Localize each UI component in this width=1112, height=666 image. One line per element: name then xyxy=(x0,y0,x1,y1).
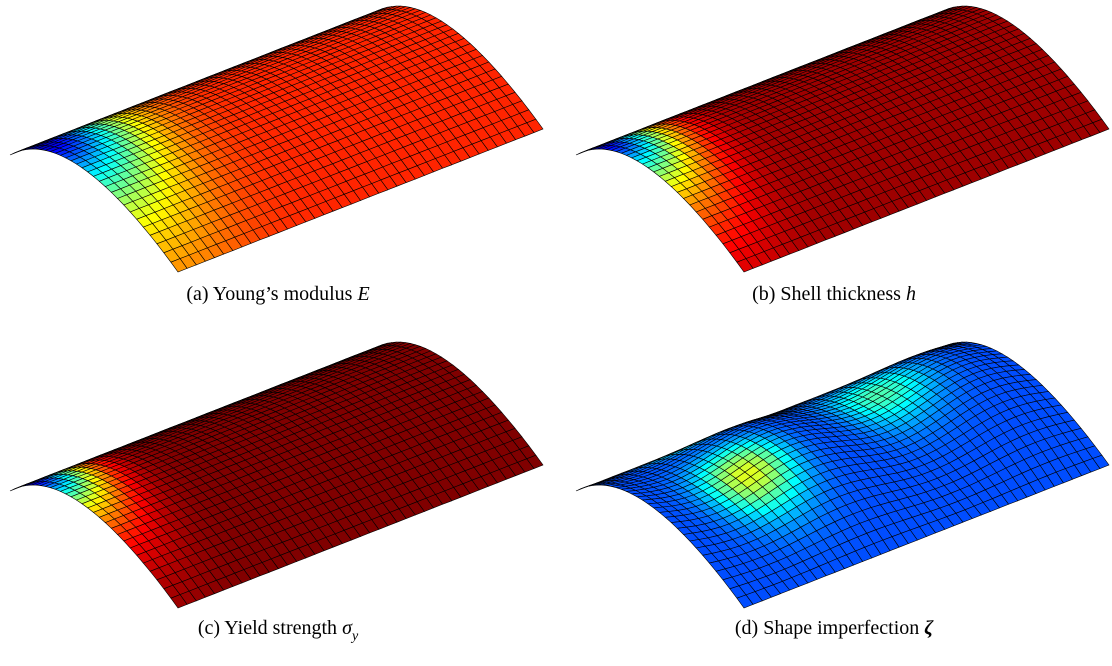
caption-symbol: ζ xyxy=(924,617,934,639)
caption-subscript: y xyxy=(350,629,359,644)
caption-text: Shell thickness xyxy=(780,283,901,305)
mesh-cell xyxy=(736,258,754,273)
caption-label: (c) xyxy=(198,617,220,639)
caption-label: (a) xyxy=(186,283,208,305)
mesh-cell xyxy=(170,258,188,273)
caption: (a) Young’s modulus E xyxy=(186,283,369,305)
caption: (c) Yield strength σy xyxy=(198,617,359,644)
caption: (d) Shape imperfection ζ xyxy=(735,617,934,639)
caption: (b) Shell thickness h xyxy=(752,283,916,305)
mesh-cell xyxy=(736,594,754,609)
caption-label: (d) xyxy=(735,617,758,639)
mesh-cell xyxy=(170,594,188,609)
caption-symbol: h xyxy=(906,283,916,305)
caption-text: Young’s modulus xyxy=(213,283,353,305)
caption-symbol: σ xyxy=(342,617,353,639)
surfaces xyxy=(9,5,1110,609)
caption-label: (b) xyxy=(752,283,775,305)
caption-symbol: E xyxy=(356,283,369,305)
caption-text: Shape imperfection xyxy=(763,617,919,639)
caption-text: Yield strength xyxy=(224,617,337,639)
